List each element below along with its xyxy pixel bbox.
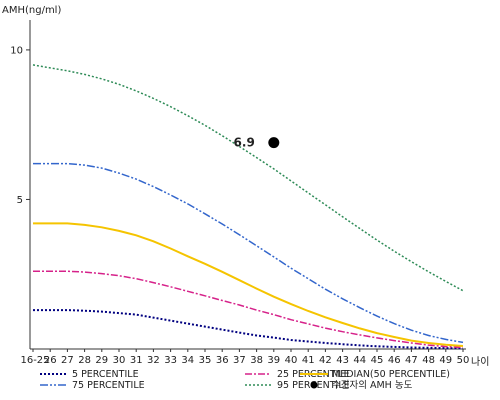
marker-label: 6.9 — [234, 136, 255, 150]
x-tick-label: 38 — [250, 355, 263, 366]
x-tick-label: 37 — [233, 355, 246, 366]
axes — [29, 20, 466, 350]
x-tick-label: 39 — [267, 355, 280, 366]
x-tick-label: 48 — [422, 355, 435, 366]
x-tick-label: 31 — [130, 355, 143, 366]
x-tick-label: 42 — [319, 355, 332, 366]
legend-label: 5 PERCENTILE — [72, 369, 139, 380]
series-lines — [32, 64, 464, 350]
x-tick-label: 45 — [371, 355, 384, 366]
x-tick-label: 44 — [353, 355, 366, 366]
x-tick-label: 16-25 — [20, 355, 49, 366]
series-line-4 — [33, 162, 464, 344]
series-line-5 — [32, 64, 464, 292]
x-tick-label: 33 — [164, 355, 177, 366]
x-tick-label: 41 — [302, 355, 315, 366]
x-tick-label: 28 — [78, 355, 91, 366]
series-line-1 — [33, 309, 464, 350]
x-tick-label: 35 — [199, 355, 212, 366]
y-axis-title: AMH(ng/ml) — [2, 5, 61, 16]
legend-label: MEDIAN(50 PERCENTILE) — [332, 369, 450, 380]
x-tick-label: 36 — [216, 355, 229, 366]
x-tick-label: 34 — [181, 355, 194, 366]
x-tick-label: 32 — [147, 355, 160, 366]
x-tick-label: 30 — [113, 355, 126, 366]
x-tick-label: 43 — [336, 355, 349, 366]
x-axis-title: 나이 — [471, 356, 489, 368]
legend-marker — [310, 381, 318, 389]
x-tick-label: 29 — [95, 355, 108, 366]
y-axis-ticks: 5 10 — [10, 45, 30, 206]
x-tick-label: 47 — [405, 355, 418, 366]
series-line-3 — [33, 222, 464, 347]
legend-label: 수진자의 AMH 농도 — [332, 380, 413, 391]
markers: 6.9 — [234, 136, 280, 150]
x-tick-label: 40 — [285, 355, 298, 366]
y-tick-label: 10 — [10, 45, 23, 56]
series-line-2 — [33, 270, 464, 349]
x-tick-label: 49 — [439, 355, 452, 366]
legend-label: 75 PERCENTILE — [72, 380, 145, 391]
y-tick-label: 5 — [17, 195, 23, 206]
x-tick-label: 26 — [44, 355, 57, 366]
x-tick-label: 27 — [61, 355, 74, 366]
x-tick-label: 46 — [388, 355, 401, 366]
x-tick-label: 50 — [457, 355, 470, 366]
marker-point — [268, 137, 280, 149]
